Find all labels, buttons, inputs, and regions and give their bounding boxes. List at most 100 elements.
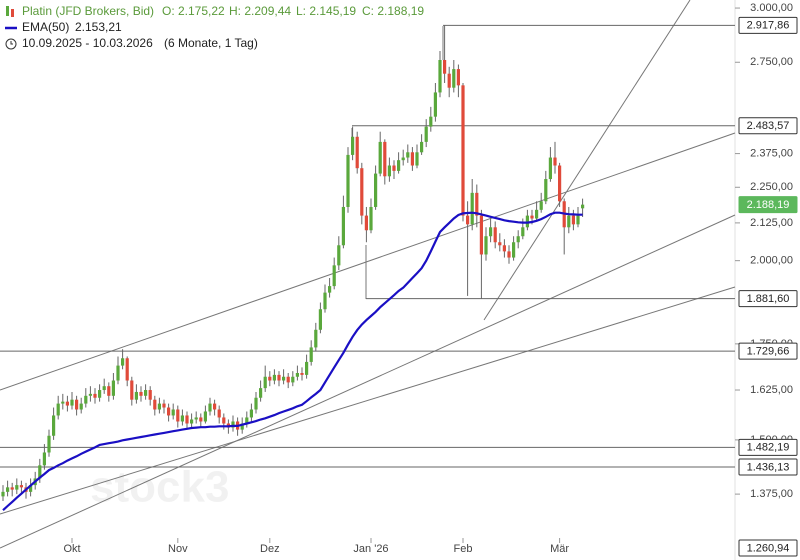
candle-body [535,209,539,219]
candle-body [203,411,207,422]
candle-body [452,69,456,88]
clock-icon [5,38,17,50]
candle-body [217,409,221,418]
candle-body [475,192,479,216]
candle-body [364,215,368,231]
candle-body [153,399,157,410]
candle-body [70,399,74,406]
candle-body [240,423,244,430]
candle-body [93,393,97,398]
candle-body [502,245,506,252]
candle-body [282,376,286,381]
plot [0,24,735,512]
candle-body [530,215,534,219]
candle-body [286,376,290,383]
x-tick-label: Mär [550,543,569,555]
level-box [738,342,798,360]
candle-body [111,380,115,396]
candle-body [190,419,194,424]
instrument-title: Platin (JFD Brokers, Bid) [22,4,154,18]
candle-body [512,242,516,258]
candle-body [378,141,382,174]
y-tick-label: 1.375,00 [750,488,793,500]
candle-body [406,152,410,158]
open-label: O: 2.175,22 [162,4,225,18]
candle-body [194,417,198,420]
candle-body [521,227,525,237]
candle-body [180,415,184,422]
candle-body [581,204,585,209]
candle-body [272,374,276,381]
candle-body [139,391,143,396]
candle-body [98,390,102,398]
level-label: 2.917,86 [747,20,790,32]
candle-body [507,251,511,258]
candle-body [456,69,460,86]
level-label: 2.188,19 [747,199,790,211]
candle-body [176,409,180,422]
candle-body [484,236,488,255]
candle-body [576,215,580,225]
level-label: 2.483,57 [747,120,790,132]
candle-body [420,141,424,153]
candle-body [539,201,543,210]
candle-body [346,154,350,207]
candle-body [38,465,42,479]
level-box [738,458,798,476]
candle-body [558,165,562,202]
candle-body [410,152,414,166]
candle-body [84,395,88,404]
candle-body [341,206,345,246]
y-tick-label: 3.000,00 [750,2,793,14]
x-tick-label: Feb [454,543,473,555]
candle-body [369,206,373,231]
low-label: L: 2.145,19 [296,4,356,18]
x-tick-label: Jan '26 [353,543,388,555]
candle-body [443,59,447,74]
level-box [738,196,798,214]
candle-body [56,403,60,416]
candle-body [65,401,69,406]
candle-body [19,485,23,488]
candle-body [167,407,171,416]
candle-body [466,215,470,225]
candle-body [433,92,437,117]
candle-body [516,236,520,243]
axis: 3.000,00 2.750,00 2.375,00 2.250,00 2.125,00… [63,2,798,557]
candle-body [374,173,378,207]
candle-body [291,376,295,383]
candle-body [397,160,401,171]
candle-body [351,136,355,155]
candle-body [249,409,253,418]
date-range: 10.09.2025 - 10.03.2026 [22,36,153,50]
candle-body [387,165,391,177]
level-box [738,290,798,308]
candle-body [498,242,502,246]
candle-body [47,435,51,453]
candle-body [15,485,19,490]
candle-body [525,215,529,228]
candle-body [75,399,79,410]
candle-body [208,403,212,412]
level-box [738,539,798,557]
candle-body [79,403,83,410]
candle-body [300,373,304,375]
candle-body [567,215,571,228]
candle-body [42,452,46,466]
y-tick-label: 2.125,00 [750,217,793,229]
trend-line [0,132,736,391]
y-tick-label: 2.000,00 [750,255,793,267]
candle-body [571,215,575,225]
level-box [738,438,798,456]
x-tick-label: Okt [63,543,80,555]
candle-body [29,485,33,492]
clock-icon [10,41,13,45]
candle-body [332,265,336,287]
candle-body [121,358,125,366]
y-tick-label: 1.625,00 [750,384,793,396]
level-box [738,16,798,34]
candle-body [259,388,263,398]
candle-body [254,397,258,410]
candle-body [493,227,497,243]
